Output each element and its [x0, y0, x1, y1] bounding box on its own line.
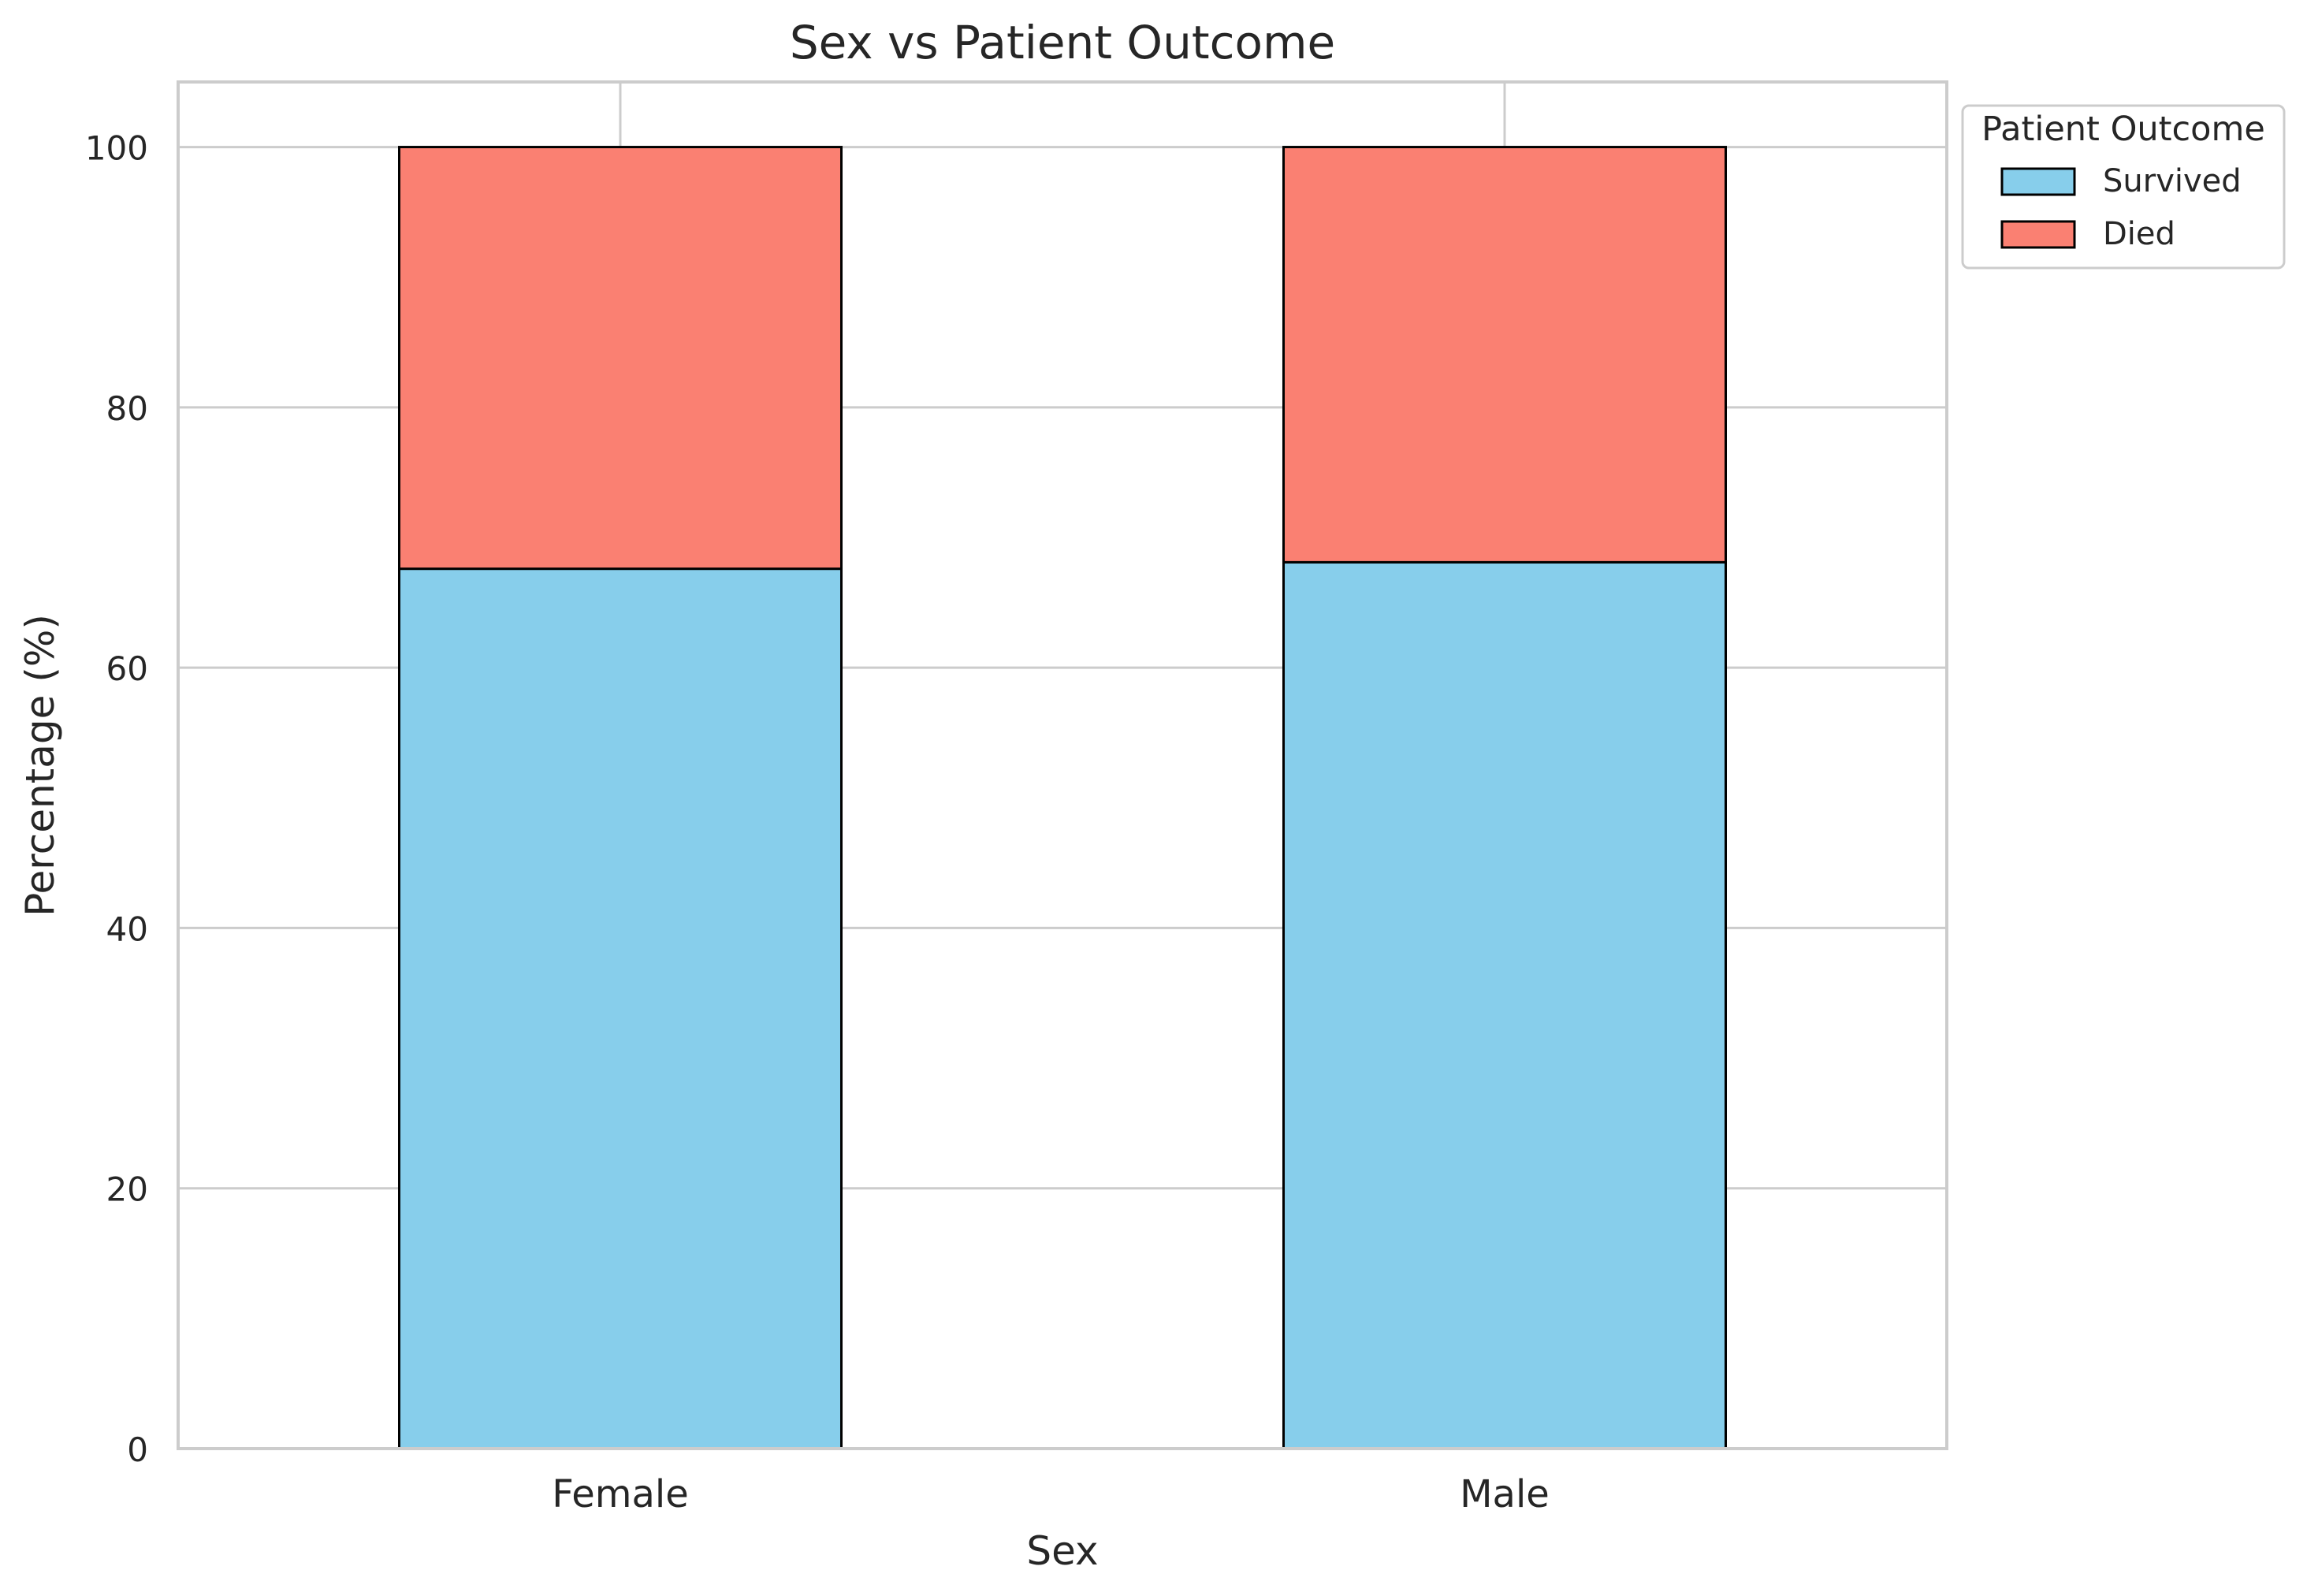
bar-survived-female — [398, 567, 843, 1450]
bar-died-female — [398, 146, 843, 571]
y-tick-label: 40 — [106, 910, 148, 948]
legend-swatch-survived — [2000, 167, 2076, 196]
x-tick-label: Female — [552, 1472, 689, 1516]
legend-title: Patient Outcome — [1981, 110, 2265, 149]
legend-items: Survived Died — [2000, 163, 2242, 252]
legend: Patient Outcome Survived Died — [1961, 104, 2286, 270]
x-axis-label: Sex — [1026, 1528, 1098, 1574]
y-tick-label: 80 — [106, 389, 148, 428]
y-tick-label: 20 — [106, 1170, 148, 1209]
x-tick-label: Male — [1460, 1472, 1550, 1516]
bar-survived-male — [1282, 560, 1727, 1450]
bar-died-male — [1282, 146, 1727, 564]
y-tick-label: 0 — [127, 1430, 148, 1469]
chart-title: Sex vs Patient Outcome — [790, 16, 1335, 69]
y-tick-label: 60 — [106, 649, 148, 688]
x-tick-labels: Female Male — [552, 1472, 1550, 1516]
plot-frame — [177, 80, 1948, 1450]
bars — [398, 146, 1727, 1450]
legend-label-died: Died — [2103, 216, 2175, 252]
y-axis-label: Percentage (%) — [17, 614, 63, 917]
y-tick-label: 100 — [85, 129, 148, 168]
legend-label-survived: Survived — [2103, 163, 2242, 199]
y-tick-labels: 0 20 40 60 80 100 — [85, 129, 148, 1469]
legend-swatch-died — [2000, 220, 2076, 249]
